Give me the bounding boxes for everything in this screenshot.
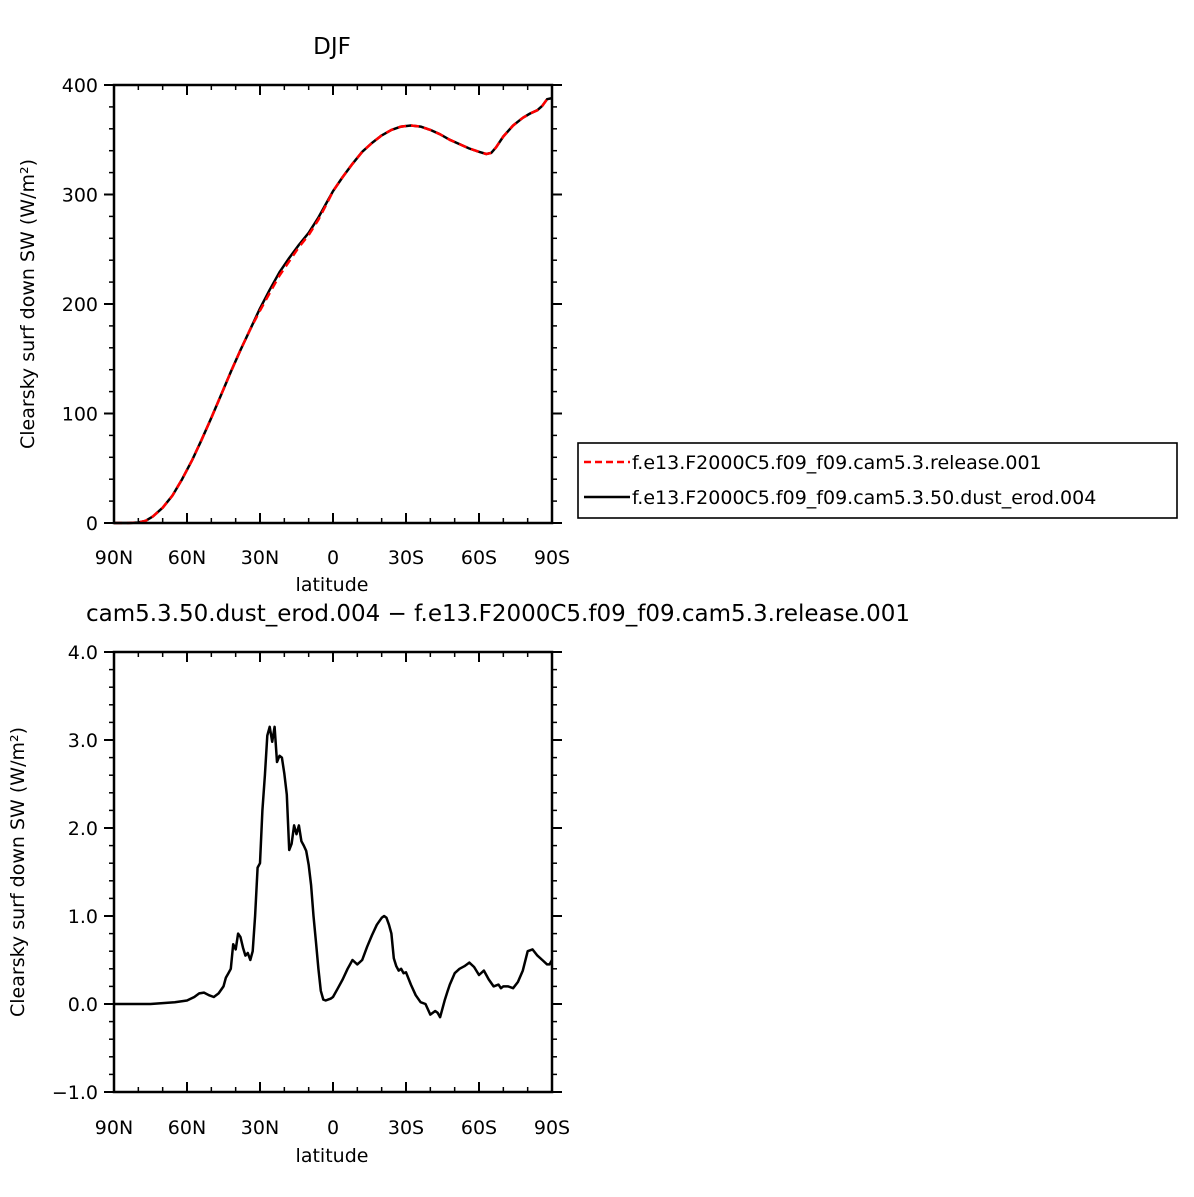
top-panel-y-axis-label: Clearsky surf down SW (W/m²) <box>17 159 39 449</box>
top-x-tick-label-3: 0 <box>327 547 339 569</box>
top-panel-frame <box>112 83 554 525</box>
top-x-tick-label-1: 60N <box>168 547 206 569</box>
bottom-x-tick-label-2: 30N <box>241 1117 279 1139</box>
bottom-y-tick-label-2: 1.0 <box>68 906 98 928</box>
top-y-tick-label-0: 0 <box>86 513 98 535</box>
bottom-series-line-0 <box>114 725 554 1019</box>
bottom-x-tick-label-3: 0 <box>327 1117 339 1139</box>
top-panel-x-axis-label: latitude <box>296 574 369 596</box>
top-y-tick-label-1: 100 <box>62 404 98 426</box>
bottom-panel-title: cam5.3.50.dust_erod.004 − f.e13.F2000C5.… <box>86 601 910 627</box>
bottom-y-tick-label-5: 4.0 <box>68 642 98 664</box>
bottom-panel-x-axis-label: latitude <box>296 1145 369 1167</box>
legend-label-release: f.e13.F2000C5.f09_f09.cam5.3.release.001 <box>632 452 1042 474</box>
bottom-x-tick-label-6: 90S <box>534 1117 570 1139</box>
top-series-line-1 <box>114 96 553 525</box>
top-x-tick-label-2: 30N <box>241 547 279 569</box>
top-panel-lines <box>114 96 553 525</box>
top-x-tick-label-0: 90N <box>95 547 133 569</box>
top-x-tick-label-5: 60S <box>461 547 497 569</box>
bottom-panel-frame <box>112 650 554 1094</box>
top-x-tick-label-6: 90S <box>534 547 570 569</box>
top-y-tick-label-3: 300 <box>62 185 98 207</box>
bottom-x-tick-label-0: 90N <box>95 1117 133 1139</box>
legend-label-dust-erod: f.e13.F2000C5.f09_f09.cam5.3.50.dust_ero… <box>632 487 1096 509</box>
bottom-panel-y-axis-label: Clearsky surf down SW (W/m²) <box>7 727 29 1017</box>
bottom-y-tick-label-0: −1.0 <box>52 1082 98 1104</box>
top-panel-title: DJF <box>313 34 351 60</box>
bottom-panel-lines <box>114 725 554 1019</box>
top-panel: DJF 90N 60N 30N 0 30S 60S 90S 0 100 200 300 400 lat… <box>17 34 1178 596</box>
bottom-x-tick-label-1: 60N <box>168 1117 206 1139</box>
bottom-y-tick-label-3: 2.0 <box>68 818 98 840</box>
bottom-panel: cam5.3.50.dust_erod.004 − f.e13.F2000C5.… <box>7 601 910 1167</box>
top-y-tick-label-2: 200 <box>62 294 98 316</box>
legend-box <box>577 442 1178 519</box>
legend: f.e13.F2000C5.f09_f09.cam5.3.release.001… <box>577 442 1178 519</box>
bottom-y-tick-label-4: 3.0 <box>68 730 98 752</box>
bottom-x-tick-label-5: 60S <box>461 1117 497 1139</box>
bottom-x-tick-label-4: 30S <box>388 1117 424 1139</box>
bottom-y-tick-label-1: 0.0 <box>68 994 98 1016</box>
top-y-tick-label-4: 400 <box>62 75 98 97</box>
top-x-tick-label-4: 30S <box>388 547 424 569</box>
top-series-line-0 <box>114 96 553 525</box>
